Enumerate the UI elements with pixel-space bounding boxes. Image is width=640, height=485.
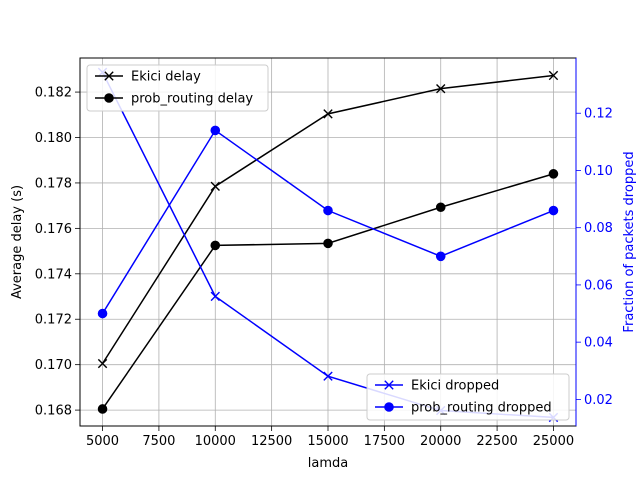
x-tick-label: 12500 — [251, 434, 292, 449]
data-point — [323, 371, 333, 381]
x-tick-label: 25000 — [533, 434, 574, 449]
left-y-tick-label: 0.170 — [35, 358, 72, 373]
left-y-tick-label: 0.168 — [35, 404, 72, 419]
axis-ticks: 5000 7500 10000 12500 15000 17500 20000 22500 25… — [35, 58, 613, 449]
x-tick-label: 5000 — [86, 434, 119, 449]
legend-marker — [384, 402, 394, 412]
left-y-tick-label: 0.182 — [35, 86, 72, 101]
data-point — [210, 181, 220, 192]
right-y-tick-label: 0.04 — [584, 336, 613, 351]
legend-lower-right: Ekici dropped prob_routing dropped — [366, 373, 570, 421]
data-point — [548, 169, 559, 179]
x-tick-label: 17500 — [364, 434, 405, 449]
series-prob-routing-dropped — [97, 125, 559, 319]
x-tick-label: 20000 — [420, 434, 461, 449]
data-point — [436, 83, 446, 94]
data-point — [210, 240, 221, 251]
legend-entry: Ekici dropped — [375, 379, 499, 394]
data-point — [97, 358, 108, 369]
right-y-axis-label: Fraction of packets dropped — [622, 151, 637, 332]
right-y-tick-label: 0.02 — [584, 393, 613, 408]
left-y-axis-label: Average delay (s) — [10, 185, 25, 299]
left-y-tick-label: 0.180 — [35, 131, 72, 146]
legend-box — [366, 373, 570, 421]
legend-marker — [104, 93, 114, 103]
left-y-tick-label: 0.176 — [35, 222, 72, 237]
legend-label: prob_routing delay — [131, 92, 253, 107]
legend-entry: Ekici delay — [95, 70, 201, 85]
data-point — [97, 308, 108, 319]
left-y-tick-label: 0.174 — [35, 267, 72, 282]
left-y-tick-label: 0.172 — [35, 313, 72, 328]
x-tick-label: 22500 — [476, 434, 517, 449]
legend-entry: prob_routing delay — [95, 92, 253, 107]
left-y-tick-label: 0.178 — [35, 176, 72, 191]
legend-upper-left: Ekici delay prob_routing delay — [86, 64, 269, 112]
x-tick-label: 10000 — [195, 434, 236, 449]
legends: Ekici delay prob_routing delay Ekici dropp… — [86, 64, 570, 421]
data-point — [97, 404, 108, 414]
data-point — [435, 251, 446, 262]
x-tick-label: 7500 — [142, 434, 175, 449]
legend-entry: prob_routing dropped — [375, 401, 552, 416]
legend-label: Ekici dropped — [411, 379, 499, 394]
series-ekici-delay — [97, 70, 559, 369]
data-point — [323, 205, 333, 216]
data-point — [323, 238, 333, 249]
data-point — [323, 109, 333, 119]
legend-label: Ekici delay — [131, 70, 201, 85]
data-point — [548, 70, 559, 81]
legend-marker — [384, 380, 394, 390]
data-point — [548, 205, 559, 216]
data-point — [210, 125, 221, 136]
data-point — [210, 291, 220, 302]
right-y-tick-label: 0.06 — [584, 278, 613, 293]
legend-label: prob_routing dropped — [411, 401, 552, 416]
right-y-tick-label: 0.12 — [584, 107, 613, 122]
data-point — [435, 202, 446, 213]
x-axis-label: lamda — [308, 456, 348, 471]
legend-marker — [104, 71, 114, 81]
series-prob-routing-delay — [97, 169, 559, 414]
right-y-tick-label: 0.08 — [584, 221, 613, 236]
legend-box — [86, 64, 269, 112]
right-y-tick-label: 0.10 — [584, 164, 613, 179]
x-tick-label: 15000 — [307, 434, 348, 449]
